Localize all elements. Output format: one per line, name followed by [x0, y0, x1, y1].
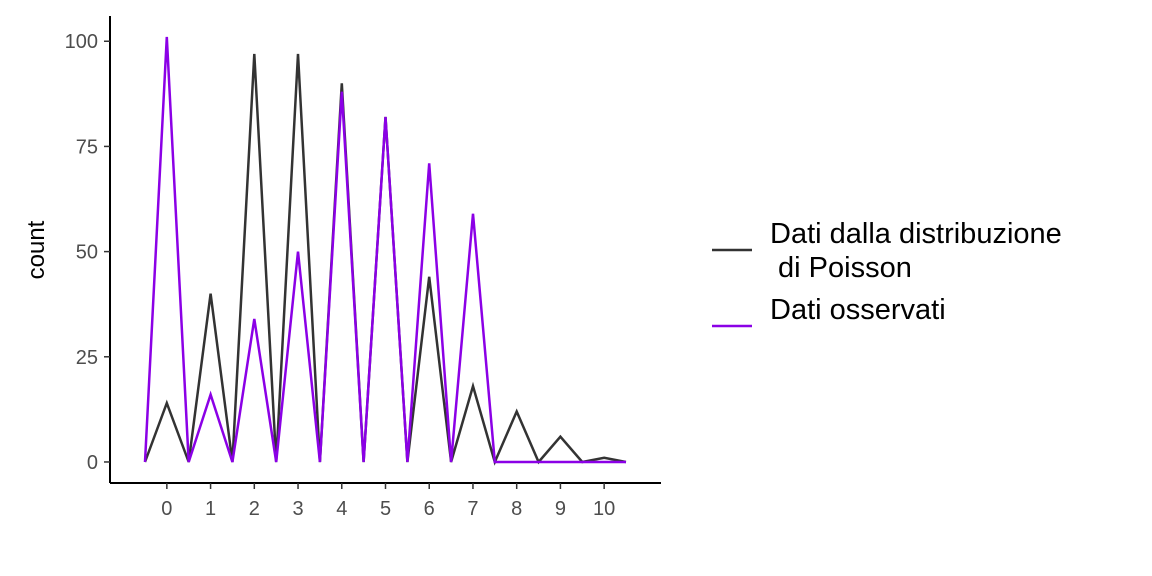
legend-label-0: Dati dalla distribuzione: [770, 218, 1062, 250]
y-tick-label: 25: [76, 347, 98, 369]
x-tick-label: 8: [511, 498, 522, 520]
x-tick-label: 1: [205, 498, 216, 520]
x-tick-label: 4: [336, 498, 347, 520]
y-tick-label: 50: [76, 242, 98, 264]
series-lines: [143, 36, 627, 466]
x-tick-label: 5: [380, 498, 391, 520]
x-tick-label: 0: [161, 498, 172, 520]
x-tick-label: 6: [424, 498, 435, 520]
x-ticks: 0 1 2 3 4 5 6 7 8 9 10: [161, 483, 615, 520]
y-axis-title: count: [23, 220, 50, 279]
legend-label-0: di Poisson: [770, 252, 912, 284]
series-line-0: [143, 53, 627, 466]
y-tick-label: 0: [87, 452, 98, 474]
plot-area: 0 25 50 75 100 0 1 2 3 4 5 6 7 8 9 10: [65, 16, 661, 520]
legend: Dati dalla distribuzione di Poisson Dati …: [712, 218, 1062, 328]
x-tick-label: 3: [292, 498, 303, 520]
y-tick-label: 100: [65, 31, 98, 53]
y-ticks: 0 25 50 75 100: [65, 31, 110, 474]
x-tick-label: 10: [593, 498, 615, 520]
x-tick-label: 9: [555, 498, 566, 520]
y-tick-label: 75: [76, 136, 98, 158]
x-tick-label: 2: [249, 498, 260, 520]
series-line-1: [143, 36, 626, 464]
x-tick-label: 7: [467, 498, 478, 520]
legend-label-1: Dati osservati: [770, 294, 946, 326]
